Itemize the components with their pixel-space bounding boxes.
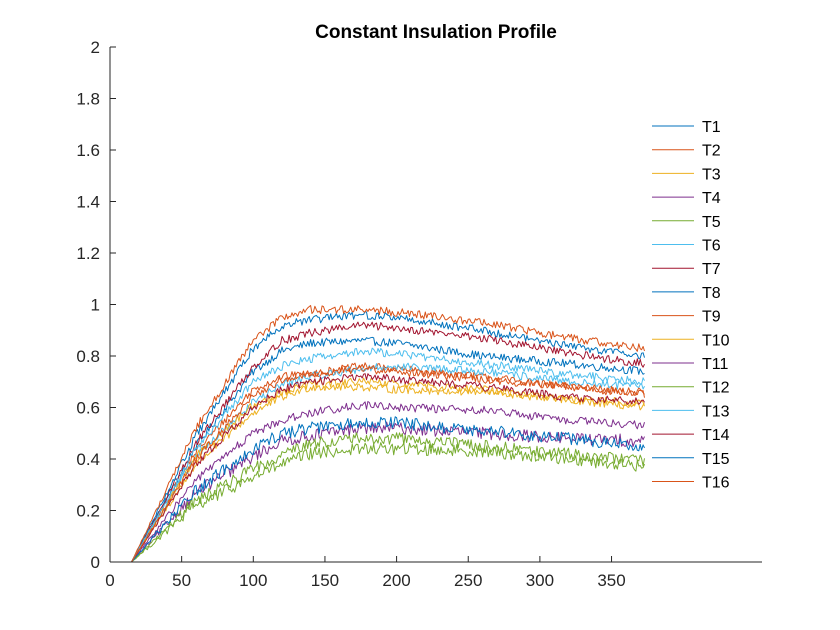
y-tick-label: 1.2 [76,244,100,263]
series-line-t1 [131,336,645,563]
y-tick-label: 0.8 [76,347,100,366]
legend-label-t9: T9 [702,309,721,326]
legend-label-t3: T3 [702,166,721,183]
series-line-t5 [131,442,645,563]
series-line-t11 [131,401,645,563]
y-tick-label: 2 [91,38,100,57]
y-tick-label: 1.4 [76,193,100,212]
legend-label-t6: T6 [702,238,721,255]
legend-label-t13: T13 [702,403,730,420]
x-tick-label: 50 [172,571,191,590]
legend: T1 T2 T3 T4 T5 T6 T7 T8 T9 T10 T11 T12 T13 T14 T15 T16 [652,119,730,492]
legend-label-t14: T14 [702,427,730,444]
series-line-t7 [131,321,645,563]
y-tick-label: 1 [91,296,100,315]
series-line-t13 [131,347,645,563]
legend-label-t16: T16 [702,475,730,492]
y-tick-label: 0.6 [76,399,100,418]
series-line-t16 [131,365,645,563]
legend-label-t10: T10 [702,332,730,349]
series-line-t9 [131,305,645,563]
series-line-t6 [131,362,645,563]
series-line-t8 [131,311,645,563]
legend-label-t7: T7 [702,261,721,278]
x-tick-label: 150 [311,571,339,590]
x-tick-label: 100 [239,571,267,590]
x-tick-label: 0 [105,571,114,590]
y-tick-label: 0.2 [76,502,100,521]
legend-label-t15: T15 [702,451,730,468]
series-line-t14 [131,373,645,563]
chart-title: Constant Insulation Profile [315,22,557,43]
legend-label-t4: T4 [702,190,721,207]
legend-label-t2: T2 [702,143,721,160]
series-line-t12 [131,432,645,563]
legend-label-t1: T1 [702,119,721,136]
series-line-t2 [131,362,645,563]
legend-label-t11: T11 [702,356,728,373]
plot-series [131,305,645,563]
x-tick-label: 350 [597,571,625,590]
y-tick-label: 0.4 [76,450,100,469]
axes: 0 50 100 150 200 250 300 350 0 0.2 0.4 0.6 0.8 1 1.2 1.… [76,38,762,590]
legend-label-t8: T8 [702,285,721,302]
legend-label-t12: T12 [702,380,730,397]
x-tick-label: 200 [382,571,410,590]
x-tick-label: 300 [526,571,554,590]
legend-label-t5: T5 [702,214,721,231]
y-tick-label: 1.8 [76,90,100,109]
series-line-t15 [131,416,645,563]
y-tick-label: 1.6 [76,141,100,160]
x-tick-label: 250 [454,571,482,590]
y-tick-label: 0 [91,553,100,572]
